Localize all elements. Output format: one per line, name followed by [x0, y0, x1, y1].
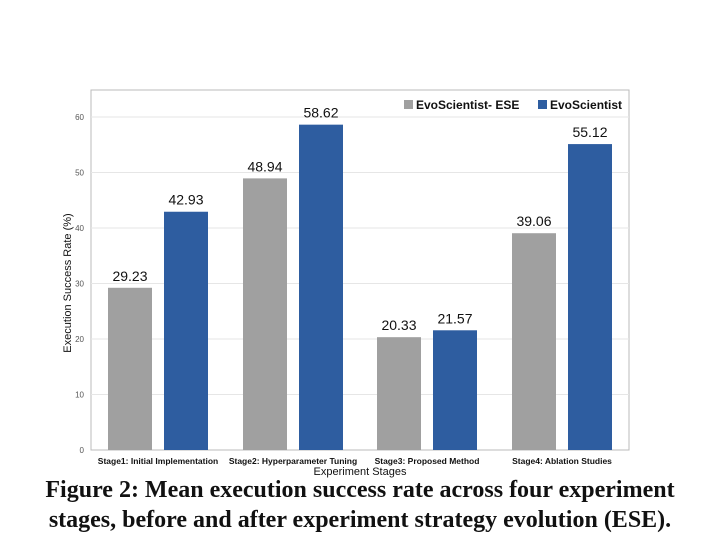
figure-caption-line-1: Figure 2: Mean execution success rate ac… — [45, 477, 675, 503]
legend-label-evoscientist-ese: EvoScientist- ESE — [416, 98, 519, 112]
x-axis-title: Experiment Stages — [314, 466, 407, 478]
legend: EvoScientist- ESE EvoScientist — [404, 98, 622, 112]
y-tick-label: 20 — [75, 335, 84, 344]
y-tick-label: 50 — [75, 169, 84, 178]
bar-value-label: 21.57 — [437, 310, 472, 326]
legend-label-evoscientist: EvoScientist — [550, 98, 622, 112]
y-tick-label: 40 — [75, 224, 84, 233]
y-axis-title: Execution Success Rate (%) — [62, 213, 74, 352]
bars: 29.23 42.93 48.94 58.62 20.33 21.57 39.06 55.12 — [108, 105, 612, 451]
figure-caption-line-2: stages, before and after experiment stra… — [48, 507, 672, 533]
bar-value-label: 42.93 — [168, 192, 203, 208]
bar-value-label: 29.23 — [112, 268, 147, 284]
y-ticks: 0 10 20 30 40 50 60 — [75, 113, 84, 455]
bar-value-label: 58.62 — [303, 105, 338, 121]
y-tick-label: 60 — [75, 113, 84, 122]
category-label: Stage2: Hyperparameter Tuning — [229, 456, 357, 466]
category-label: Stage3: Proposed Method — [375, 456, 480, 466]
bar-value-label: 39.06 — [516, 213, 551, 229]
y-tick-label: 30 — [75, 280, 84, 289]
legend-swatch-evoscientist-ese — [404, 100, 413, 109]
y-tick-label: 10 — [75, 391, 84, 400]
bar — [377, 337, 421, 450]
category-labels: Stage1: Initial Implementation Stage2: Hy… — [98, 456, 612, 466]
bar-value-label: 55.12 — [572, 124, 607, 140]
bar-value-label: 20.33 — [381, 317, 416, 333]
bar — [299, 124, 343, 450]
legend-swatch-evoscientist — [538, 100, 547, 109]
category-label: Stage1: Initial Implementation — [98, 456, 218, 466]
bar — [512, 233, 556, 450]
bar — [243, 178, 287, 450]
bar-value-label: 48.94 — [247, 158, 282, 174]
bar — [164, 211, 208, 450]
category-label: Stage4: Ablation Studies — [512, 456, 612, 466]
bar — [108, 287, 152, 450]
y-tick-label: 0 — [80, 446, 85, 455]
bar — [433, 330, 477, 450]
bar — [568, 144, 612, 451]
